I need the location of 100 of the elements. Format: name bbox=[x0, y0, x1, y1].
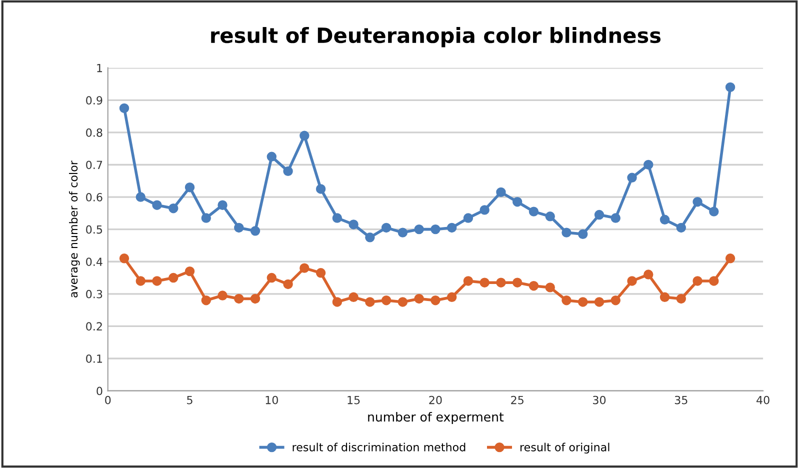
y-tick-label: 0.8 bbox=[86, 128, 102, 137]
point bbox=[480, 205, 490, 215]
point bbox=[676, 294, 686, 304]
point bbox=[627, 276, 637, 286]
legend-label: result of discrimination method bbox=[292, 442, 466, 452]
point bbox=[610, 213, 620, 223]
point bbox=[283, 166, 293, 176]
point bbox=[446, 292, 457, 302]
y-tick-label: 0.2 bbox=[86, 322, 102, 331]
x-tick-label: 30 bbox=[593, 396, 606, 404]
x-tick-label: 5 bbox=[187, 396, 192, 404]
point bbox=[348, 220, 358, 230]
legend-label: result of original bbox=[520, 442, 610, 454]
point bbox=[250, 294, 260, 304]
point bbox=[480, 278, 490, 288]
point bbox=[136, 192, 146, 202]
point bbox=[119, 103, 130, 114]
point bbox=[562, 296, 572, 306]
point bbox=[365, 232, 375, 242]
point bbox=[348, 292, 358, 302]
point bbox=[660, 214, 670, 224]
point bbox=[414, 294, 424, 304]
point bbox=[676, 222, 686, 233]
point bbox=[528, 206, 539, 216]
point bbox=[218, 200, 228, 210]
x-tick-label: 25 bbox=[511, 396, 524, 404]
point bbox=[234, 222, 244, 233]
x-axis-title: number of experment bbox=[368, 412, 504, 424]
point bbox=[545, 212, 555, 222]
point bbox=[316, 268, 326, 278]
point bbox=[250, 226, 260, 236]
point bbox=[512, 278, 522, 288]
point bbox=[152, 200, 162, 210]
point bbox=[725, 82, 736, 92]
point bbox=[692, 276, 702, 286]
point bbox=[316, 184, 326, 194]
point bbox=[152, 276, 162, 286]
point bbox=[365, 297, 375, 307]
y-tick-label: 0 bbox=[96, 386, 102, 396]
point bbox=[266, 272, 277, 283]
point bbox=[300, 263, 310, 273]
point bbox=[136, 276, 146, 286]
y-tick-label: 0.5 bbox=[86, 225, 102, 234]
x-tick-label: 40 bbox=[756, 396, 770, 404]
point bbox=[594, 297, 604, 307]
point bbox=[545, 282, 555, 292]
x-tick-label: 10 bbox=[266, 396, 278, 404]
point bbox=[709, 206, 719, 216]
point bbox=[463, 276, 474, 286]
y-tick-label: 0.9 bbox=[86, 96, 102, 105]
point bbox=[578, 229, 588, 240]
y-tick-label: 1 bbox=[97, 64, 102, 72]
point bbox=[610, 296, 620, 306]
point bbox=[496, 278, 506, 288]
point bbox=[184, 182, 195, 192]
x-tick-label: 20 bbox=[429, 396, 442, 404]
point bbox=[398, 297, 408, 307]
point bbox=[725, 254, 736, 264]
point bbox=[283, 279, 293, 290]
point bbox=[234, 294, 244, 304]
point bbox=[430, 296, 440, 306]
y-tick-label: 0.1 bbox=[86, 354, 102, 363]
point bbox=[496, 187, 506, 198]
point bbox=[168, 272, 178, 283]
point bbox=[218, 290, 228, 300]
y-tick-label: 0.4 bbox=[86, 258, 102, 266]
y-axis-title: average number of color bbox=[69, 160, 80, 298]
point bbox=[332, 213, 342, 223]
point bbox=[430, 224, 440, 234]
point bbox=[446, 222, 457, 233]
point bbox=[184, 266, 195, 276]
point bbox=[578, 297, 588, 307]
point bbox=[266, 152, 277, 162]
x-tick-label: 0 bbox=[105, 396, 111, 404]
point bbox=[627, 172, 637, 183]
point bbox=[119, 254, 130, 264]
y-tick-label: 0.6 bbox=[86, 193, 102, 202]
point bbox=[381, 222, 392, 233]
x-tick-label: 15 bbox=[348, 396, 360, 404]
point bbox=[414, 224, 424, 234]
point bbox=[168, 203, 178, 214]
point bbox=[528, 280, 539, 291]
point bbox=[201, 213, 212, 223]
point bbox=[201, 296, 212, 306]
point bbox=[660, 292, 670, 302]
point bbox=[381, 296, 392, 306]
point bbox=[463, 213, 474, 223]
point bbox=[692, 197, 702, 207]
point bbox=[300, 130, 310, 141]
y-tick-label: 0.7 bbox=[86, 160, 102, 170]
point bbox=[594, 210, 604, 220]
point bbox=[562, 228, 572, 238]
point bbox=[644, 160, 654, 170]
point bbox=[644, 270, 654, 280]
point bbox=[512, 197, 522, 207]
x-tick-label: 35 bbox=[674, 396, 688, 404]
point bbox=[398, 228, 408, 238]
chart-title: result of Deuteranopia color blindness bbox=[211, 27, 661, 48]
point bbox=[709, 276, 719, 286]
point bbox=[332, 297, 342, 307]
